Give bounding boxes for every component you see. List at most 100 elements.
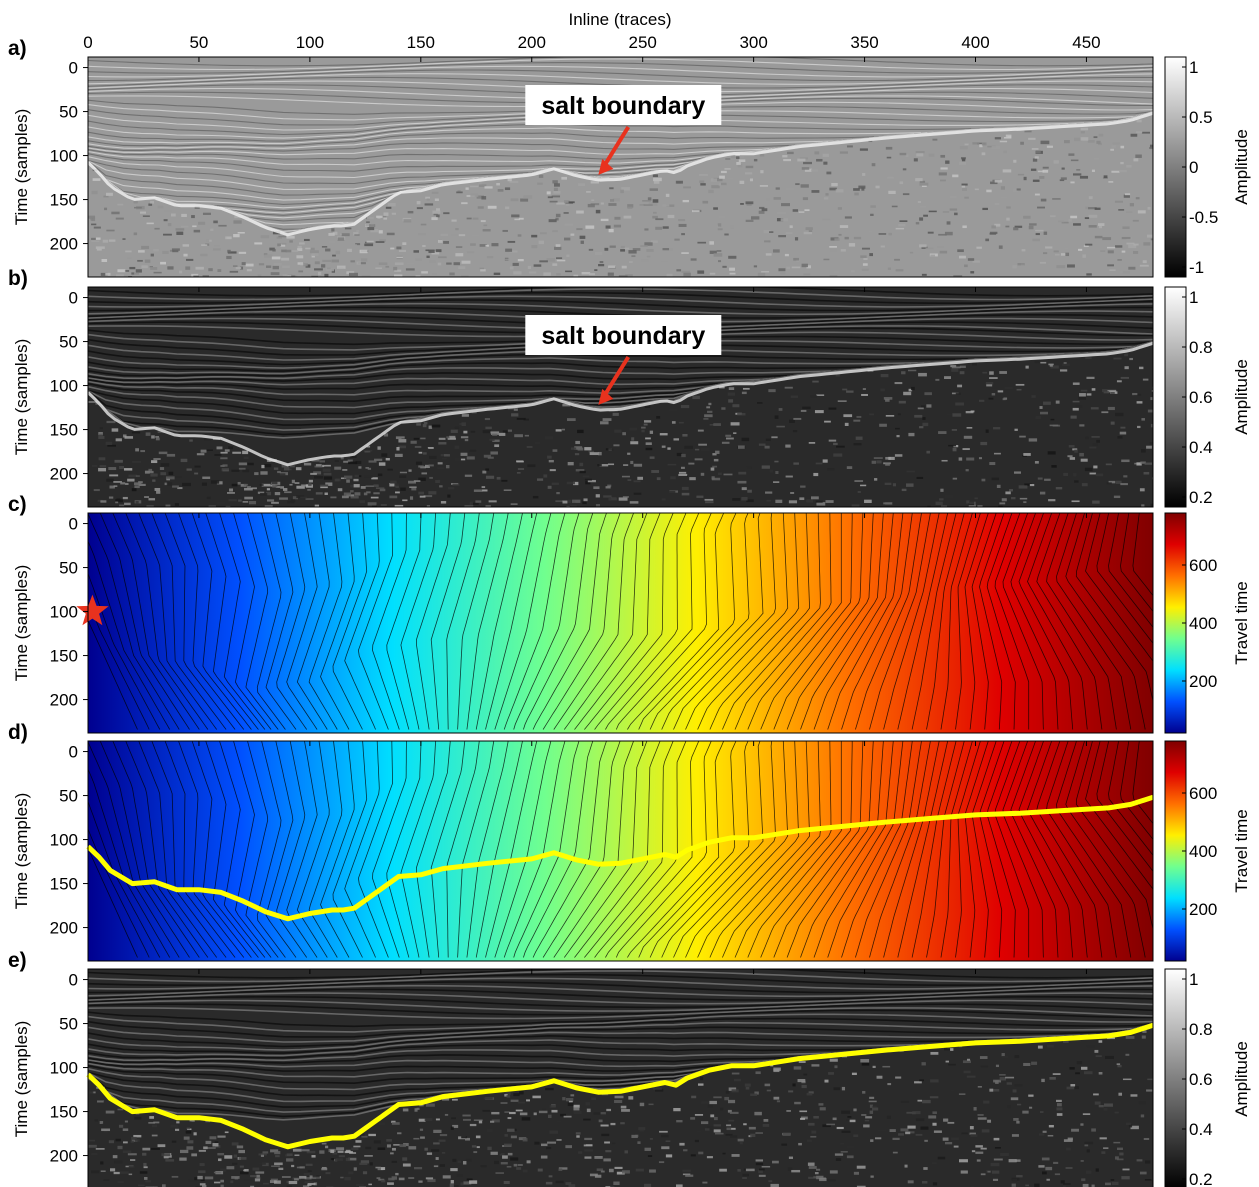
y-tick-label: 0 [69, 289, 78, 308]
colorbar-tick-label: 600 [1189, 556, 1217, 575]
colorbar-tick-label: 0.6 [1189, 1070, 1213, 1089]
y-tick-label: 200 [50, 235, 78, 254]
colorbar-tick-label: 0.4 [1189, 438, 1213, 457]
y-tick-label: 100 [50, 1059, 78, 1078]
y-tick-label: 100 [50, 377, 78, 396]
panel-frame [87, 740, 1154, 962]
salt-boundary-path [86, 794, 1154, 922]
arrow-head-icon [598, 388, 614, 405]
panel-frame [87, 286, 1154, 508]
panel-c: c) 0 50 100 150 200 Time (samples) 600 400 200 Tra… [8, 493, 1251, 734]
y-tick-label: 150 [50, 647, 78, 666]
panel-b-image [88, 287, 1153, 507]
colorbar-tick-label: 0.2 [1189, 488, 1213, 507]
panel-c-image [88, 513, 1153, 733]
y-tick-label: 50 [59, 333, 78, 352]
panel-label: c) [8, 493, 27, 516]
colorbar-tick-label: 400 [1189, 842, 1217, 861]
colorbar-tick-label: 200 [1189, 900, 1217, 919]
y-tick-label: 150 [50, 191, 78, 210]
x-tick-label: 150 [407, 33, 435, 52]
colorbar-tick-label: 0.8 [1189, 338, 1213, 357]
colorbar-tick-label: 0.8 [1189, 1020, 1213, 1039]
panel-label: a) [8, 37, 27, 60]
colorbar-tick-label: 0.4 [1189, 1120, 1213, 1139]
y-tick-label: 0 [69, 743, 78, 762]
panel-label: e) [8, 949, 27, 972]
colorbar-tick-label: 400 [1189, 614, 1217, 633]
panel-d-image [88, 741, 1153, 961]
x-axis-title: Inline (traces) [569, 10, 672, 29]
y-tick-label: 50 [59, 103, 78, 122]
y-axis-title: Time (samples) [12, 793, 31, 910]
y-axis-title: Time (samples) [12, 109, 31, 226]
x-tick-label: 50 [189, 33, 208, 52]
annotation-box [525, 315, 722, 355]
colorbar-tick-label: -0.5 [1189, 208, 1218, 227]
panel-frame [87, 56, 1154, 278]
source-star-icon [76, 594, 109, 626]
panel-e: e) 0 50 100 150 200 Time (samples) 1 0.8 0.6 0.4 0.… [8, 949, 1251, 1187]
arrow-head-icon [598, 158, 614, 175]
y-tick-label: 0 [69, 971, 78, 990]
x-tick-label: 350 [850, 33, 878, 52]
y-tick-label: 0 [69, 59, 78, 78]
y-tick-label: 200 [50, 919, 78, 938]
y-tick-label: 200 [50, 1147, 78, 1166]
x-tick-label: 450 [1072, 33, 1100, 52]
x-tick-label: 0 [83, 33, 92, 52]
annotation-text: salt boundary [541, 92, 705, 120]
y-tick-label: 50 [59, 559, 78, 578]
y-tick-label: 50 [59, 1015, 78, 1034]
x-tick-label: 100 [296, 33, 324, 52]
colorbar-tick-label: 0.2 [1189, 1170, 1213, 1187]
y-axis-title: Time (samples) [12, 565, 31, 682]
colorbar-title: Amplitude [1232, 129, 1251, 205]
colorbar-tick-label: 200 [1189, 672, 1217, 691]
colorbar-tick-label: 1 [1189, 288, 1198, 307]
colorbar-tick-label: 1 [1189, 970, 1198, 989]
x-axis-ticks: 0 50 100 150 200 250 300 350 400 450 [83, 33, 1100, 52]
colorbar-title: Travel time [1232, 809, 1251, 892]
panel-e-image [88, 969, 1153, 1187]
panel-frame [87, 968, 1154, 1187]
annotation-box [525, 85, 722, 125]
colorbar-title: Amplitude [1232, 1041, 1251, 1117]
y-tick-label: 0 [69, 515, 78, 534]
panel-label: d) [8, 721, 28, 744]
annotation-text: salt boundary [541, 322, 705, 350]
y-tick-label: 200 [50, 465, 78, 484]
y-axis-title: Time (samples) [12, 1021, 31, 1138]
colorbar-tick-label: 0 [1189, 158, 1198, 177]
x-tick-label: 300 [739, 33, 767, 52]
panel-b: salt boundary b) 0 50 100 150 200 Time (samples… [8, 267, 1251, 508]
panel-a: salt boundary a) 0 50 100 150 200 Time (samples… [8, 37, 1251, 278]
y-tick-label: 100 [50, 831, 78, 850]
y-axis-title: Time (samples) [12, 339, 31, 456]
y-tick-label: 50 [59, 787, 78, 806]
panel-label: b) [8, 267, 28, 290]
x-tick-label: 400 [961, 33, 989, 52]
colorbar-tick-label: -1 [1189, 258, 1204, 277]
salt-boundary-path [86, 1022, 1154, 1150]
colorbar-title: Travel time [1232, 581, 1251, 664]
panel-d: d) 0 50 100 150 200 Time (samples) 600 400 200 Tra… [8, 721, 1251, 962]
annotation-arrow [600, 355, 631, 400]
x-tick-label: 200 [518, 33, 546, 52]
colorbar [1164, 968, 1187, 1187]
y-tick-label: 100 [50, 603, 78, 622]
annotation-arrow [600, 125, 631, 170]
y-tick-label: 150 [50, 421, 78, 440]
colorbar-tick-label: 0.6 [1189, 388, 1213, 407]
colorbar-tick-label: 1 [1189, 58, 1198, 77]
y-tick-label: 200 [50, 691, 78, 710]
colorbar-title: Amplitude [1232, 359, 1251, 435]
panel-frame [87, 512, 1154, 734]
x-tick-label: 250 [629, 33, 657, 52]
y-tick-label: 100 [50, 147, 78, 166]
y-tick-label: 150 [50, 875, 78, 894]
colorbar-tick-label: 600 [1189, 784, 1217, 803]
colorbar-tick-label: 0.5 [1189, 108, 1213, 127]
